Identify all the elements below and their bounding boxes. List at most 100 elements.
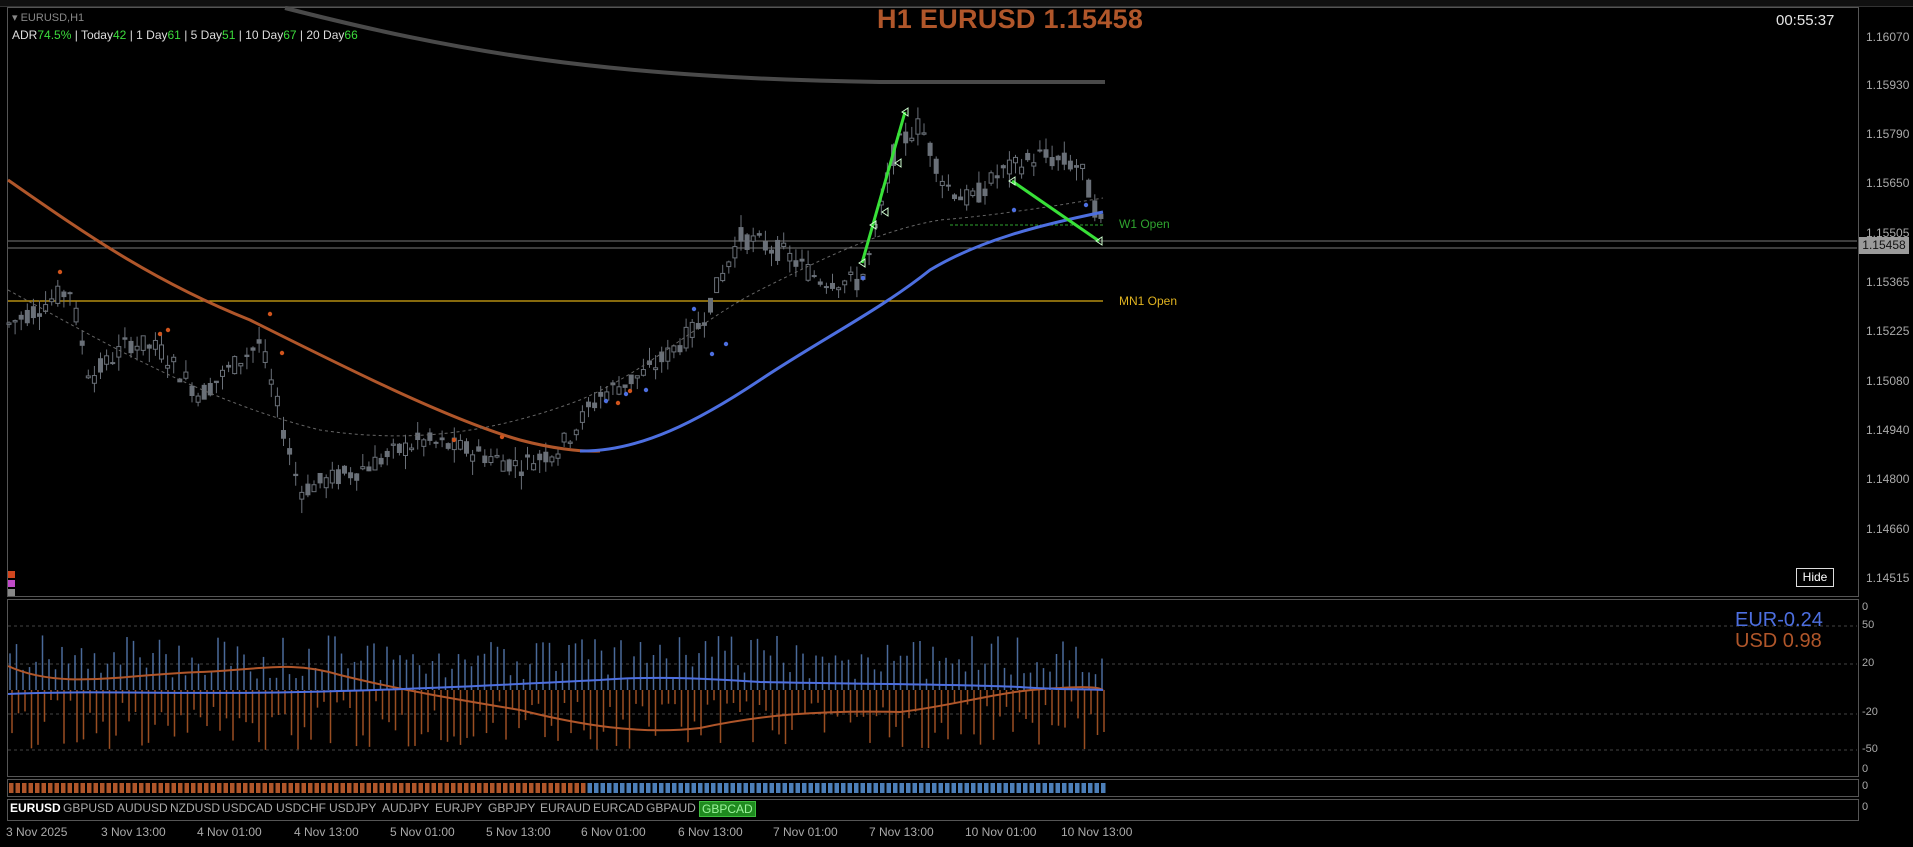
strip-tick: 0	[1862, 780, 1869, 792]
tab-gbpcad[interactable]: GBPCAD	[699, 801, 756, 817]
candle-body	[695, 322, 701, 330]
strength-strip-block	[542, 783, 547, 793]
candle-body	[964, 189, 970, 206]
candle-body	[329, 469, 335, 484]
candle-body	[726, 261, 732, 268]
symbol-dropdown[interactable]: ▾ EURUSD,H1	[12, 12, 85, 24]
strength-strip-block	[262, 783, 267, 793]
strength-strip-block	[743, 783, 748, 793]
candle-body	[207, 382, 213, 396]
tab-eurusd[interactable]: EURUSD	[10, 801, 61, 815]
candle-body	[335, 469, 341, 485]
candle-body	[67, 292, 73, 295]
strength-strip-block	[659, 783, 664, 793]
strength-strip-block	[496, 783, 501, 793]
price-chart-panel[interactable]	[7, 7, 1859, 597]
strength-strip-block	[646, 783, 651, 793]
tab-gbpjpy[interactable]: GBPJPY	[488, 801, 536, 815]
strength-strip-block	[860, 783, 865, 793]
strength-strip-block	[912, 783, 917, 793]
strength-strip-block	[1029, 783, 1034, 793]
w1-open-label: W1 Open	[1119, 217, 1170, 231]
strength-indicator-panel[interactable]	[7, 599, 1859, 777]
candle-body	[793, 260, 799, 267]
candle-body	[689, 321, 695, 338]
strength-strip-block	[80, 783, 85, 793]
strength-strip-block	[945, 783, 950, 793]
candle-body	[317, 472, 323, 484]
strength-strip-block	[451, 783, 456, 793]
price-tick: 1.14940	[1866, 423, 1910, 437]
candle-body	[140, 335, 146, 351]
zigzag-up-line	[860, 111, 907, 264]
strength-strip-block	[672, 783, 677, 793]
candle-body	[439, 437, 445, 441]
strength-strip-block	[919, 783, 924, 793]
tab-usdjpy[interactable]: USDJPY	[329, 801, 377, 815]
strength-strip-block	[321, 783, 326, 793]
tab-usdcad[interactable]: USDCAD	[222, 801, 273, 815]
candle-body	[226, 364, 232, 368]
hide-button[interactable]: Hide	[1796, 568, 1834, 587]
strength-strip-block	[256, 783, 261, 793]
candle-body	[988, 172, 994, 184]
price-tick: 1.15930	[1866, 78, 1910, 92]
strength-strip-block	[113, 783, 118, 793]
candle-body	[390, 443, 396, 446]
price-tick: 1.15080	[1866, 374, 1910, 388]
candle-body	[49, 298, 55, 303]
candle-body	[421, 439, 427, 447]
strength-strip-block	[971, 783, 976, 793]
strength-strip-block	[613, 783, 618, 793]
candle-body	[183, 371, 189, 379]
candle-body	[482, 455, 488, 464]
candle-body	[982, 188, 988, 197]
sub-tick: 0	[1862, 601, 1869, 613]
strength-strip-block	[652, 783, 657, 793]
tab-eurcad[interactable]: EURCAD	[593, 801, 644, 815]
strength-strip-block	[184, 783, 189, 793]
strength-strip-block	[1003, 783, 1008, 793]
candle-body	[274, 395, 280, 407]
strength-strip-block	[594, 783, 599, 793]
candle-body	[628, 374, 634, 385]
strength-strip-block	[74, 783, 79, 793]
tab-usdchf[interactable]: USDCHF	[276, 801, 326, 815]
strength-strip-block	[249, 783, 254, 793]
strength-strip-block	[1075, 783, 1080, 793]
strength-strip-block	[607, 783, 612, 793]
candle-body	[342, 465, 347, 474]
tab-gbpaud[interactable]: GBPAUD	[646, 801, 696, 815]
candle-body	[110, 362, 116, 365]
strength-strip-block	[340, 783, 345, 793]
tab-gbpusd[interactable]: GBPUSD	[63, 801, 114, 815]
strength-strip-block	[9, 783, 14, 793]
strength-strip-block	[35, 783, 40, 793]
tab-nzdusd[interactable]: NZDUSD	[170, 801, 220, 815]
tab-audjpy[interactable]: AUDJPY	[382, 801, 430, 815]
candle-body	[933, 158, 939, 174]
today-value: 42	[112, 28, 127, 42]
strength-strip-block	[867, 783, 872, 793]
tab-euraud[interactable]: EURAUD	[540, 801, 591, 815]
adr-label: ADR	[12, 28, 38, 42]
symbol-tabs-panel	[7, 799, 1859, 821]
candle-body	[348, 472, 354, 479]
strength-strip-block	[509, 783, 514, 793]
zigzag-marker	[901, 107, 909, 117]
candle-body	[281, 430, 286, 439]
time-tick: 5 Nov 01:00	[390, 825, 455, 839]
strength-strip-block	[93, 783, 98, 793]
strength-strip-block	[958, 783, 963, 793]
candle-body	[939, 180, 945, 186]
candle-body	[30, 306, 36, 319]
strength-strip-block	[828, 783, 833, 793]
tab-eurjpy[interactable]: EURJPY	[435, 801, 483, 815]
candle-body	[756, 233, 762, 236]
strength-strip-block	[126, 783, 131, 793]
candle-body	[323, 477, 329, 489]
candle-body	[634, 375, 640, 379]
candle-body	[262, 351, 268, 363]
tab-audusd[interactable]: AUDUSD	[117, 801, 168, 815]
